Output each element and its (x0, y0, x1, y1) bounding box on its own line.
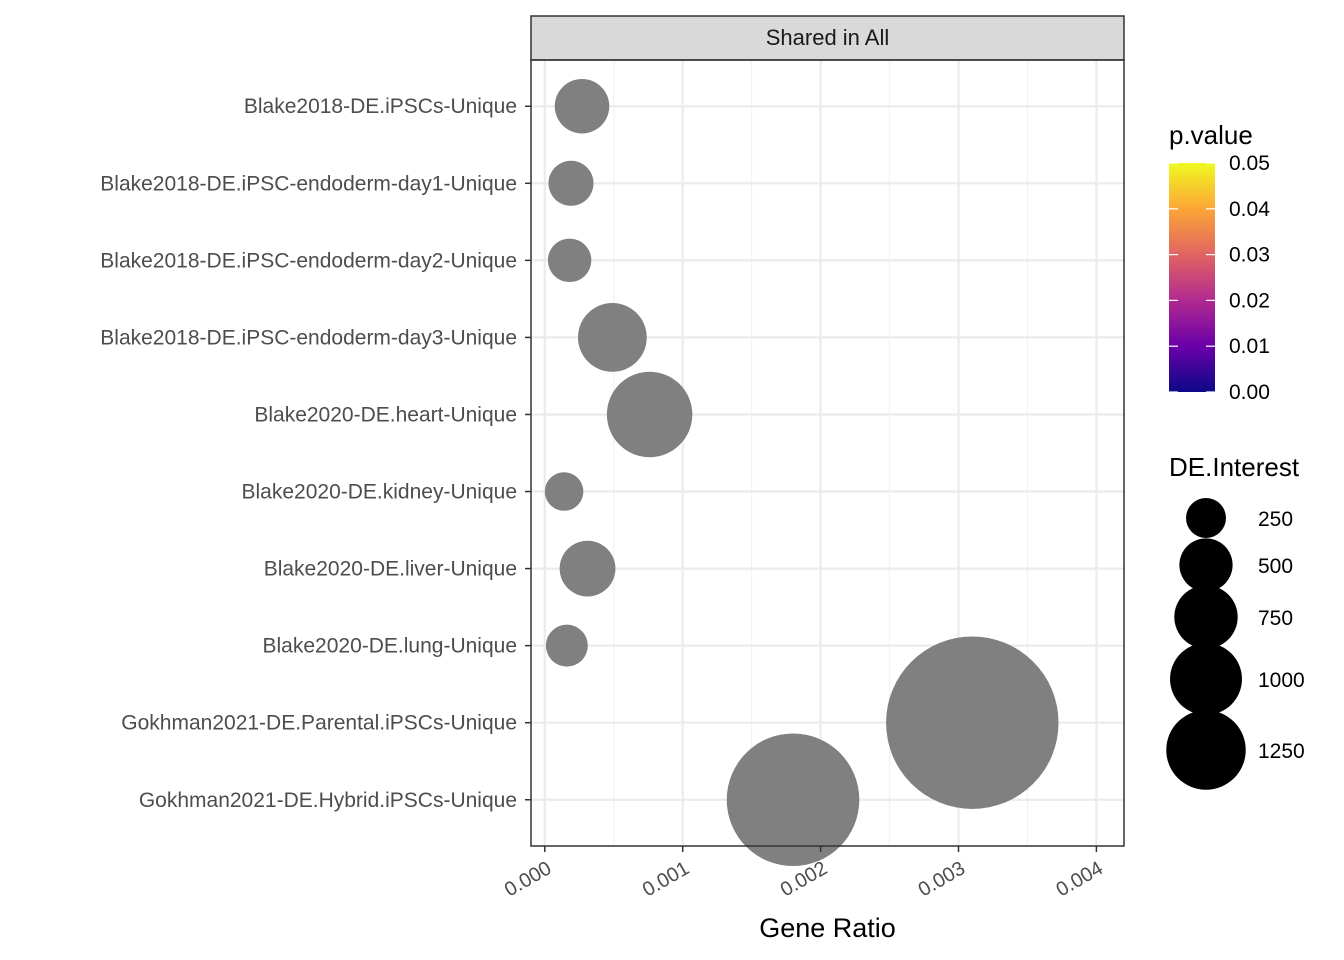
data-point (886, 636, 1059, 809)
size-legend-circle (1174, 585, 1238, 649)
y-tick-label: Blake2020-DE.lung-Unique (263, 635, 518, 658)
size-legend-label: 1000 (1258, 669, 1305, 692)
size-legend-title: DE.Interest (1169, 452, 1300, 482)
panel-border (530, 59, 1125, 847)
x-tick-label: 0.003 (915, 857, 969, 901)
size-legend-label: 500 (1258, 555, 1293, 578)
color-legend-title: p.value (1169, 120, 1253, 150)
grid-lines (531, 60, 1124, 846)
color-legend-label: 0.05 (1229, 152, 1270, 175)
y-tick-label: Blake2018-DE.iPSC-endoderm-day1-Unique (100, 172, 517, 195)
data-point (606, 371, 693, 458)
size-legend-label: 250 (1258, 508, 1293, 531)
size-legend-circle (1179, 538, 1233, 592)
data-point (545, 624, 588, 667)
color-legend-bar (1169, 163, 1215, 392)
data-points (544, 78, 1059, 867)
data-point (554, 78, 610, 134)
color-legend-label: 0.00 (1229, 381, 1270, 404)
size-legend-label: 750 (1258, 607, 1293, 630)
color-legend-label: 0.02 (1229, 289, 1270, 312)
data-point (548, 160, 594, 206)
y-tick-label: Blake2020-DE.heart-Unique (254, 403, 517, 426)
data-point (547, 238, 592, 283)
data-point (544, 472, 584, 511)
x-tick-label: 0.001 (639, 857, 693, 901)
data-point (559, 540, 616, 597)
facet-strip-label: Shared in All (766, 25, 890, 50)
y-tick-label: Blake2018-DE.iPSC-endoderm-day3-Unique (100, 326, 517, 349)
x-tick-label: 0.000 (501, 857, 555, 901)
color-legend-ticks: 0.05 0.04 0.03 0.02 0.01 0.00 (1169, 152, 1270, 404)
x-axis-title: Gene Ratio (759, 913, 896, 943)
y-tick-label: Blake2020-DE.kidney-Unique (242, 481, 518, 504)
x-tick-label: 0.004 (1053, 857, 1107, 901)
y-tick-label: Gokhman2021-DE.Parental.iPSCs-Unique (121, 712, 517, 735)
y-axis-labels: Blake2018-DE.iPSCs-Unique Blake2018-DE.iP… (100, 95, 531, 812)
size-legend-circle (1166, 710, 1246, 790)
color-legend-label: 0.04 (1229, 198, 1270, 221)
y-tick-label: Blake2018-DE.iPSC-endoderm-day2-Unique (100, 249, 517, 272)
color-legend-label: 0.01 (1229, 335, 1270, 358)
size-legend-label: 1250 (1258, 740, 1305, 763)
data-point (726, 733, 860, 867)
data-point (577, 303, 647, 372)
y-tick-label: Blake2020-DE.liver-Unique (264, 558, 517, 581)
y-tick-label: Gokhman2021-DE.Hybrid.iPSCs-Unique (139, 789, 517, 812)
size-legend-circle (1170, 643, 1242, 715)
y-tick-label: Blake2018-DE.iPSCs-Unique (244, 95, 517, 118)
size-legend-circle (1186, 498, 1226, 538)
color-legend-label: 0.03 (1229, 244, 1270, 267)
size-legend: 250 500 750 1000 1250 (1166, 498, 1305, 790)
